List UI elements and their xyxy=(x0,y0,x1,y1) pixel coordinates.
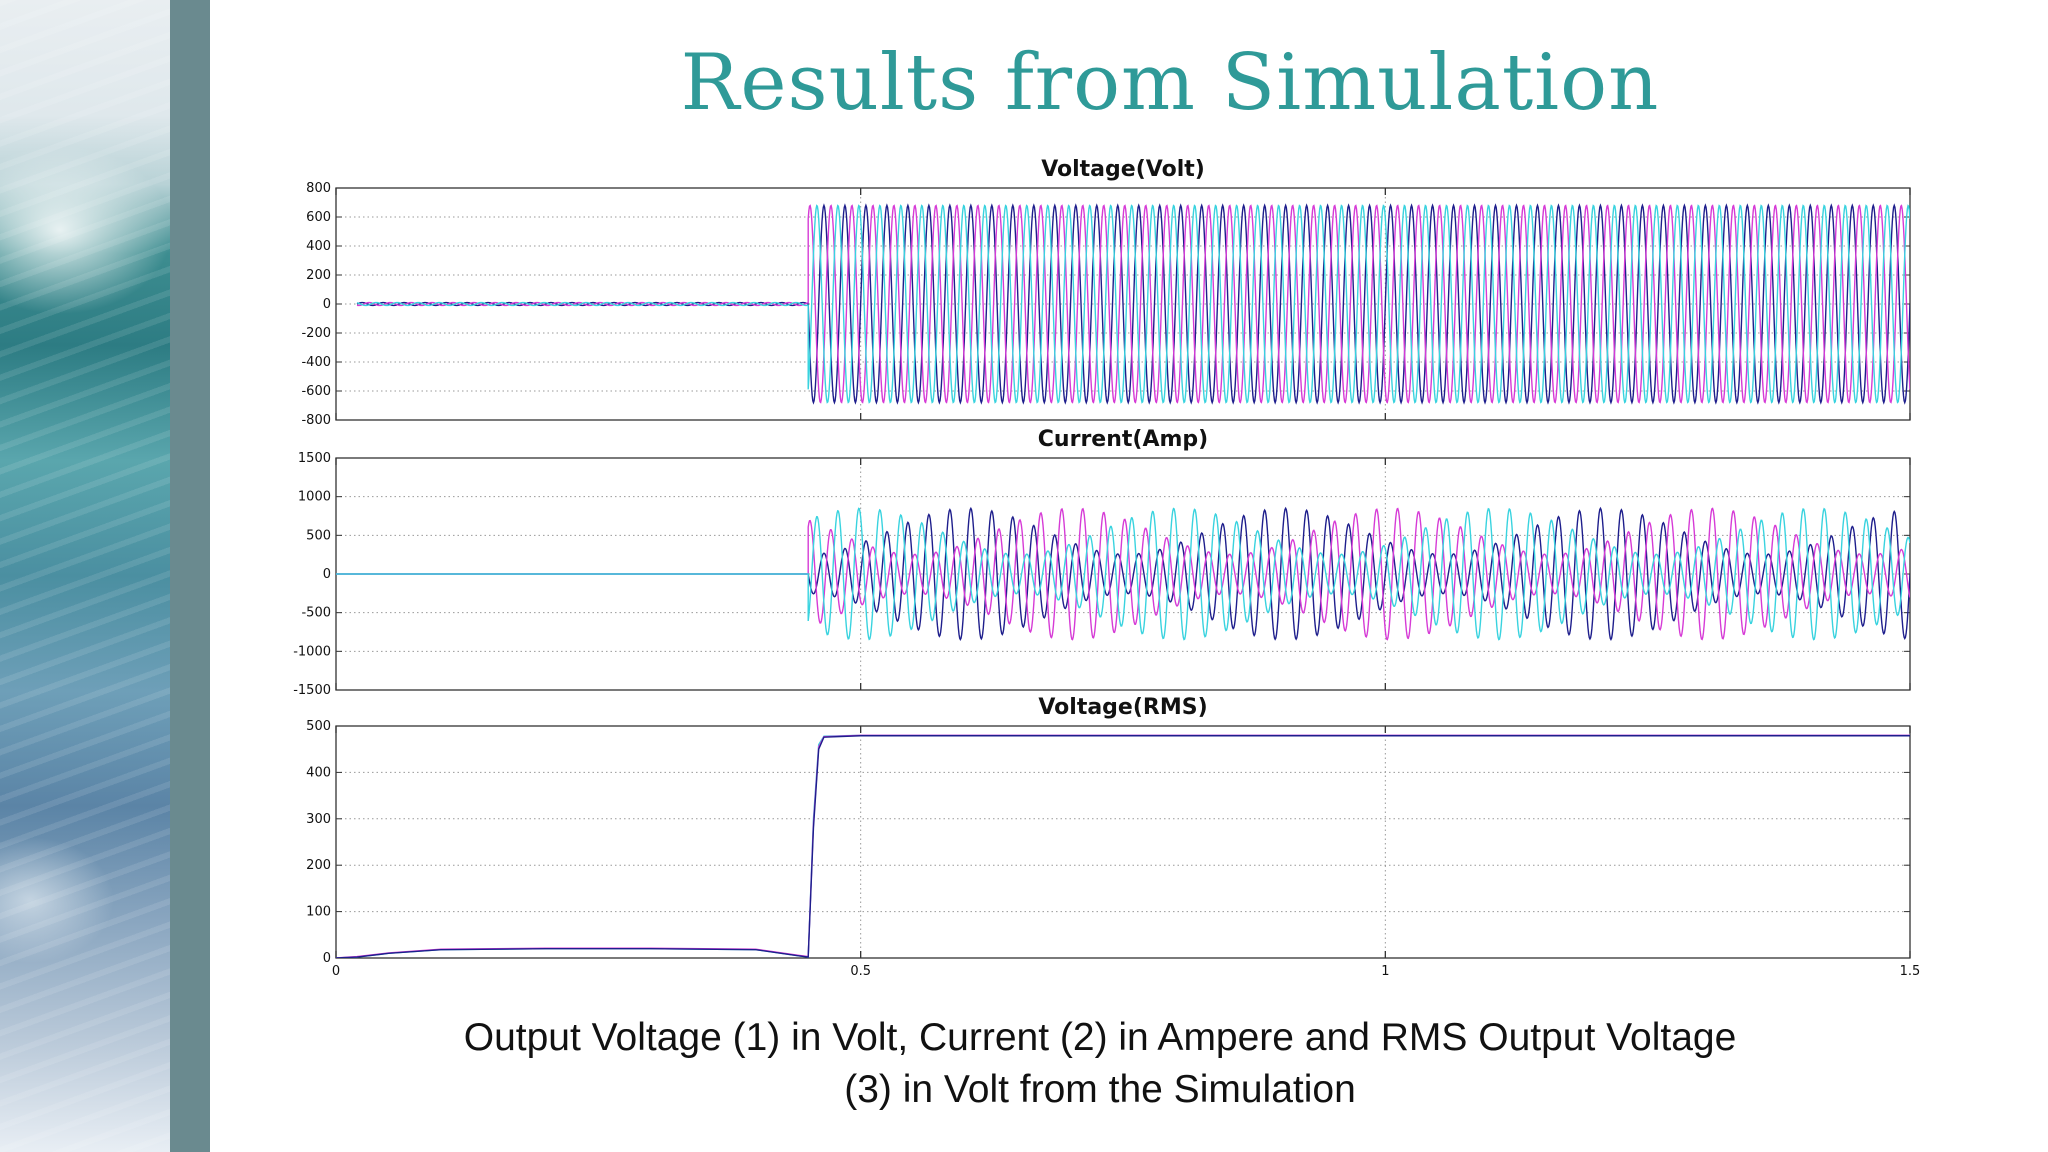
x-tick-label: 0 xyxy=(332,964,340,979)
series-line-3 xyxy=(356,204,1910,404)
chart-panel-1: 800 600 400 200 0 -200 -400 -600 -800 Voltage(Vol… xyxy=(301,157,1911,428)
slide-title: Results from Simulation xyxy=(680,38,1660,128)
figure-caption: Output Voltage (1) in Volt, Current (2) … xyxy=(300,1012,1900,1116)
y-tick-label: 200 xyxy=(306,858,331,873)
caption-line-1: Output Voltage (1) in Volt, Current (2) … xyxy=(463,1016,1737,1059)
y-tick-label: 400 xyxy=(306,239,331,254)
series-line-2 xyxy=(356,204,1910,404)
chart-title: Voltage(Volt) xyxy=(1041,157,1205,182)
y-tick-label: -1000 xyxy=(293,644,331,659)
simulation-figure: 800 600 400 200 0 -200 -400 -600 -800 Voltage(Vol… xyxy=(290,150,1940,990)
caption-line-2: (3) in Volt from the Simulation xyxy=(844,1068,1356,1111)
ocean-wave-image xyxy=(0,0,170,1152)
x-tick-label: 1 xyxy=(1381,964,1389,979)
y-tick-label: 600 xyxy=(306,210,331,225)
y-tick-label: 0 xyxy=(323,297,331,312)
y-tick-label: -800 xyxy=(301,413,331,428)
y-tick-label: 500 xyxy=(306,719,331,734)
series-line-3 xyxy=(336,735,1910,958)
chart-title: Current(Amp) xyxy=(1038,427,1208,452)
chart-panel-2: 1500 1000 500 0 -500 -1000 -1500 Current(Amp) xyxy=(293,427,1911,698)
y-tick-label: -400 xyxy=(301,355,331,370)
y-tick-label: 300 xyxy=(306,812,331,827)
y-tick-label: -200 xyxy=(301,326,331,341)
y-tick-label: 500 xyxy=(306,528,331,543)
y-tick-label: 1000 xyxy=(298,490,331,505)
y-tick-label: 100 xyxy=(306,905,331,920)
y-tick-label: 1500 xyxy=(298,451,331,466)
y-tick-label: 0 xyxy=(323,951,331,966)
chart-title: Voltage(RMS) xyxy=(1038,695,1207,720)
y-tick-label: -1500 xyxy=(293,683,331,698)
y-tick-label: 0 xyxy=(323,567,331,582)
side-accent-bar xyxy=(170,0,210,1152)
y-tick-label: -500 xyxy=(301,606,331,621)
plot-area xyxy=(335,725,1911,959)
y-tick-label: -600 xyxy=(301,384,331,399)
y-tick-label: 800 xyxy=(306,181,331,196)
x-tick-label: 1.5 xyxy=(1900,964,1921,979)
series-line-1 xyxy=(356,203,1910,405)
simulation-plots: 800 600 400 200 0 -200 -400 -600 -800 Voltage(Vol… xyxy=(293,157,1920,979)
x-tick-label: 0.5 xyxy=(850,964,871,979)
series-line-3 xyxy=(336,507,1910,641)
chart-panel-3: 500 400 300 200 100 00 0.5 1 1.5 Voltage(RMS) xyxy=(306,695,1920,979)
y-tick-label: 200 xyxy=(306,268,331,283)
y-tick-label: 400 xyxy=(306,765,331,780)
